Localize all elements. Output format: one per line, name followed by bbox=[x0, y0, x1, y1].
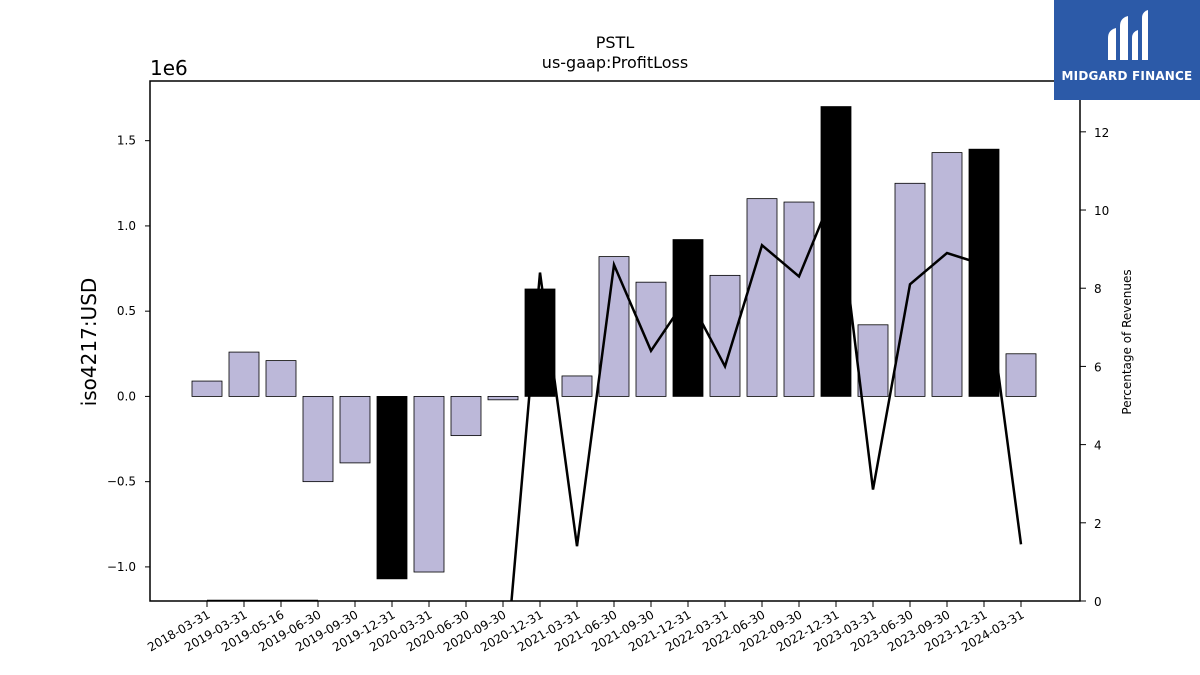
y-axis-label: iso4217:USD bbox=[77, 278, 101, 407]
bar-2019-03-31 bbox=[228, 351, 260, 397]
bar-2020-06-30 bbox=[450, 396, 482, 437]
y2-tick-label: 12 bbox=[1094, 126, 1109, 140]
y2-tick-label: 10 bbox=[1094, 204, 1109, 218]
bar-2019-06-30 bbox=[302, 396, 334, 483]
y-tick-label: −0.5 bbox=[107, 475, 136, 489]
bar-2020-03-31 bbox=[413, 396, 445, 573]
bar-2023-03-31 bbox=[857, 324, 889, 397]
bar-2022-06-30 bbox=[746, 198, 778, 397]
bar-2019-12-31 bbox=[376, 396, 408, 580]
bar-2021-06-30 bbox=[598, 256, 630, 397]
plot-frame bbox=[149, 80, 1081, 602]
line-segment-1 bbox=[510, 181, 1023, 601]
y-tick-label: 1.5 bbox=[117, 134, 136, 148]
y2-tick-label: 4 bbox=[1094, 439, 1102, 453]
y2-tick-label: 8 bbox=[1094, 282, 1102, 296]
chart-title: PSTL bbox=[596, 33, 635, 52]
bar-2021-03-31 bbox=[561, 375, 593, 397]
bar-2022-09-30 bbox=[783, 201, 815, 397]
bar-2019-05-16 bbox=[265, 360, 297, 397]
y-tick-label: −1.0 bbox=[107, 560, 136, 574]
y2-tick-label: 0 bbox=[1094, 595, 1102, 609]
logo-text: MIDGARD FINANCE bbox=[1061, 69, 1193, 83]
bar-2019-09-30 bbox=[339, 396, 371, 464]
y-tick-label: 0.5 bbox=[117, 304, 136, 318]
bar-2023-09-30 bbox=[931, 152, 963, 397]
y-tick-label: 0.0 bbox=[117, 389, 136, 403]
y2-tick-label: 2 bbox=[1094, 517, 1102, 531]
y-axis: −1.0 −0.5 0.0 0.5 1.0 1.5 bbox=[107, 134, 150, 574]
bar-2018-03-31 bbox=[191, 380, 223, 397]
y-tick-label: 1.0 bbox=[117, 219, 136, 233]
logo-mark-icon bbox=[1108, 10, 1148, 60]
y2-tick-label: 6 bbox=[1094, 360, 1102, 374]
line-layer bbox=[207, 181, 1023, 601]
bar-2020-09-30 bbox=[487, 396, 519, 401]
x-axis: 2018-03-312019-03-312019-05-162019-06-30… bbox=[145, 601, 1027, 654]
y2-axis: 0 2 4 6 8 10 12 bbox=[1080, 126, 1109, 609]
y2-axis-label: Percentage of Revenues bbox=[1120, 269, 1134, 414]
bar-2021-12-31 bbox=[672, 239, 704, 397]
chart-subtitle: us-gaap:ProfitLoss bbox=[542, 53, 688, 72]
bars bbox=[191, 106, 1037, 580]
bar-2021-09-30 bbox=[635, 281, 667, 397]
y-offset-label: 1e6 bbox=[150, 56, 188, 80]
bar-2024-03-31 bbox=[1005, 353, 1037, 397]
midgard-finance-logo: MIDGARD FINANCE bbox=[1054, 0, 1200, 100]
bar-2022-12-31 bbox=[820, 106, 852, 397]
